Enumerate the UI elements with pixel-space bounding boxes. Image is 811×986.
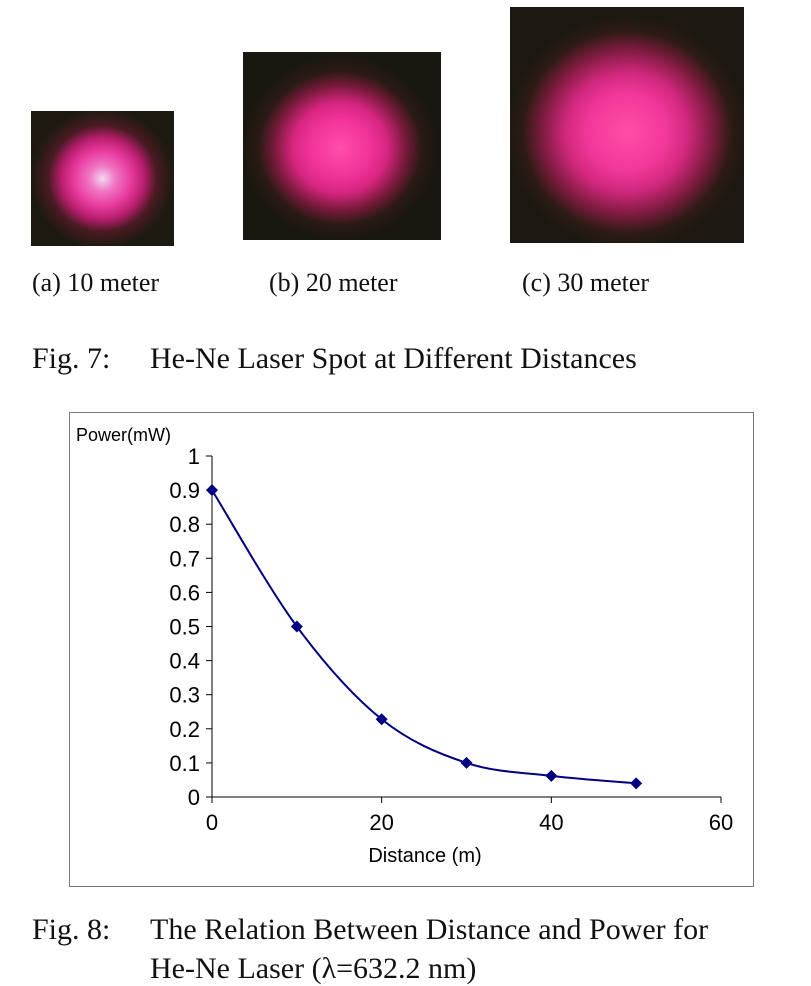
figure-7-title: He-Ne Laser Spot at Different Distances [150, 342, 637, 375]
photo-caption-b: (b) 20 meter [269, 268, 398, 297]
photo-caption-a: (a) 10 meter [32, 268, 160, 297]
y-tick-label: 0.7 [169, 546, 200, 571]
laser-spot-photo-10m [31, 111, 174, 246]
y-tick-label: 0.5 [169, 615, 200, 640]
chart-canvas: 0 0.1 0.2 0.3 0.4 0.5 0.6 0.7 0.8 0.9 1 0 20 40 60 Pow… [76, 425, 733, 867]
y-tick-label: 0.2 [169, 717, 200, 742]
photo-caption-c: (c) 30 meter [522, 268, 650, 297]
y-tick-label: 0.8 [169, 512, 200, 537]
y-tick-label: 0.3 [169, 683, 200, 708]
x-tick-label: 0 [206, 810, 218, 835]
figure-8-title-line1: The Relation Between Distance and Power … [150, 913, 709, 946]
data-point-1 [290, 620, 303, 633]
y-tick-label: 0.9 [169, 478, 200, 503]
y-tick-label: 0.1 [169, 751, 200, 776]
y-tick-label: 0.4 [169, 649, 200, 674]
data-point-5 [630, 777, 643, 790]
y-tick-label: 1 [188, 444, 200, 469]
y-tick-label: 0.6 [169, 580, 200, 605]
series-line [211, 489, 637, 785]
y-axis-title: Power(mW) [76, 425, 171, 445]
figure-8-title-line2: He-Ne Laser (λ=632.2 nm) [150, 952, 477, 985]
x-tick-label: 20 [369, 810, 393, 835]
laser-spot-photo-20m [243, 52, 441, 240]
x-tick-label: 40 [539, 810, 563, 835]
y-tick-label: 0 [188, 785, 200, 810]
data-point-3 [460, 756, 473, 769]
data-point-2 [375, 713, 388, 726]
figure-8-label: Fig. 8: [32, 913, 111, 946]
figure-7-label: Fig. 7: [32, 342, 111, 375]
x-axis-title: Distance (m) [368, 845, 481, 867]
power-distance-chart: 0 0.1 0.2 0.3 0.4 0.5 0.6 0.7 0.8 0.9 1 0 20 40 60 Pow… [69, 412, 754, 887]
x-tick-label: 60 [709, 810, 733, 835]
laser-spot-photo-30m [510, 7, 744, 243]
data-point-0 [206, 484, 218, 497]
data-point-4 [545, 769, 558, 782]
